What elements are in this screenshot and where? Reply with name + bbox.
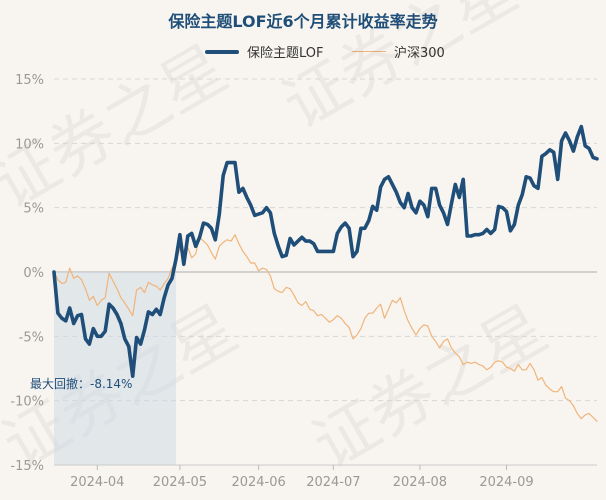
x-tick-label: 2024-09: [479, 475, 533, 490]
y-tick-label: 10%: [15, 137, 44, 152]
legend-label-fund: 保险主题LOF: [247, 46, 324, 61]
y-tick-label: 5%: [23, 202, 44, 217]
legend-item-fund[interactable]: 保险主题LOF: [205, 42, 324, 61]
y-tick-label: -15%: [10, 459, 44, 474]
watermark: 证券之星: [0, 32, 240, 224]
watermark: 证券之星: [271, 0, 530, 144]
x-tick-label: 2024-05: [153, 475, 207, 490]
y-tick-label: -5%: [19, 330, 44, 345]
y-tick-label: -10%: [10, 395, 44, 410]
y-tick-label: 15%: [15, 73, 44, 88]
legend: 保险主题LOF 沪深300: [0, 42, 606, 62]
max-drawdown-label: 最大回撤：-8.14%: [30, 376, 132, 391]
legend-swatch-fund: [205, 49, 239, 54]
x-axis-ticks: 2024-04 2024-05 2024-06 2024-07 2024-08 2024-…: [54, 464, 597, 490]
legend-label-hs300: 沪深300: [394, 46, 445, 61]
series-line-hs300: [53, 234, 598, 422]
chart-title: 保险主题LOF近6个月累计收益率走势: [168, 12, 438, 31]
y-tick-label: 0%: [23, 266, 44, 281]
series-layer: [52, 124, 599, 422]
x-tick-label: 2024-08: [393, 475, 447, 490]
x-tick-label: 2024-07: [306, 475, 360, 490]
legend-swatch-hs300: [352, 51, 386, 52]
legend-item-hs300[interactable]: 沪深300: [352, 42, 445, 61]
x-tick-label: 2024-06: [231, 475, 285, 490]
x-tick-label: 2024-04: [70, 475, 124, 490]
max-drawdown-band: [54, 272, 176, 465]
series-line-fund: [52, 124, 599, 378]
watermark: 证券之星: [301, 292, 560, 484]
y-axis-ticks: 15% 10% 5% 0% -5% -10% -15%: [10, 73, 44, 474]
